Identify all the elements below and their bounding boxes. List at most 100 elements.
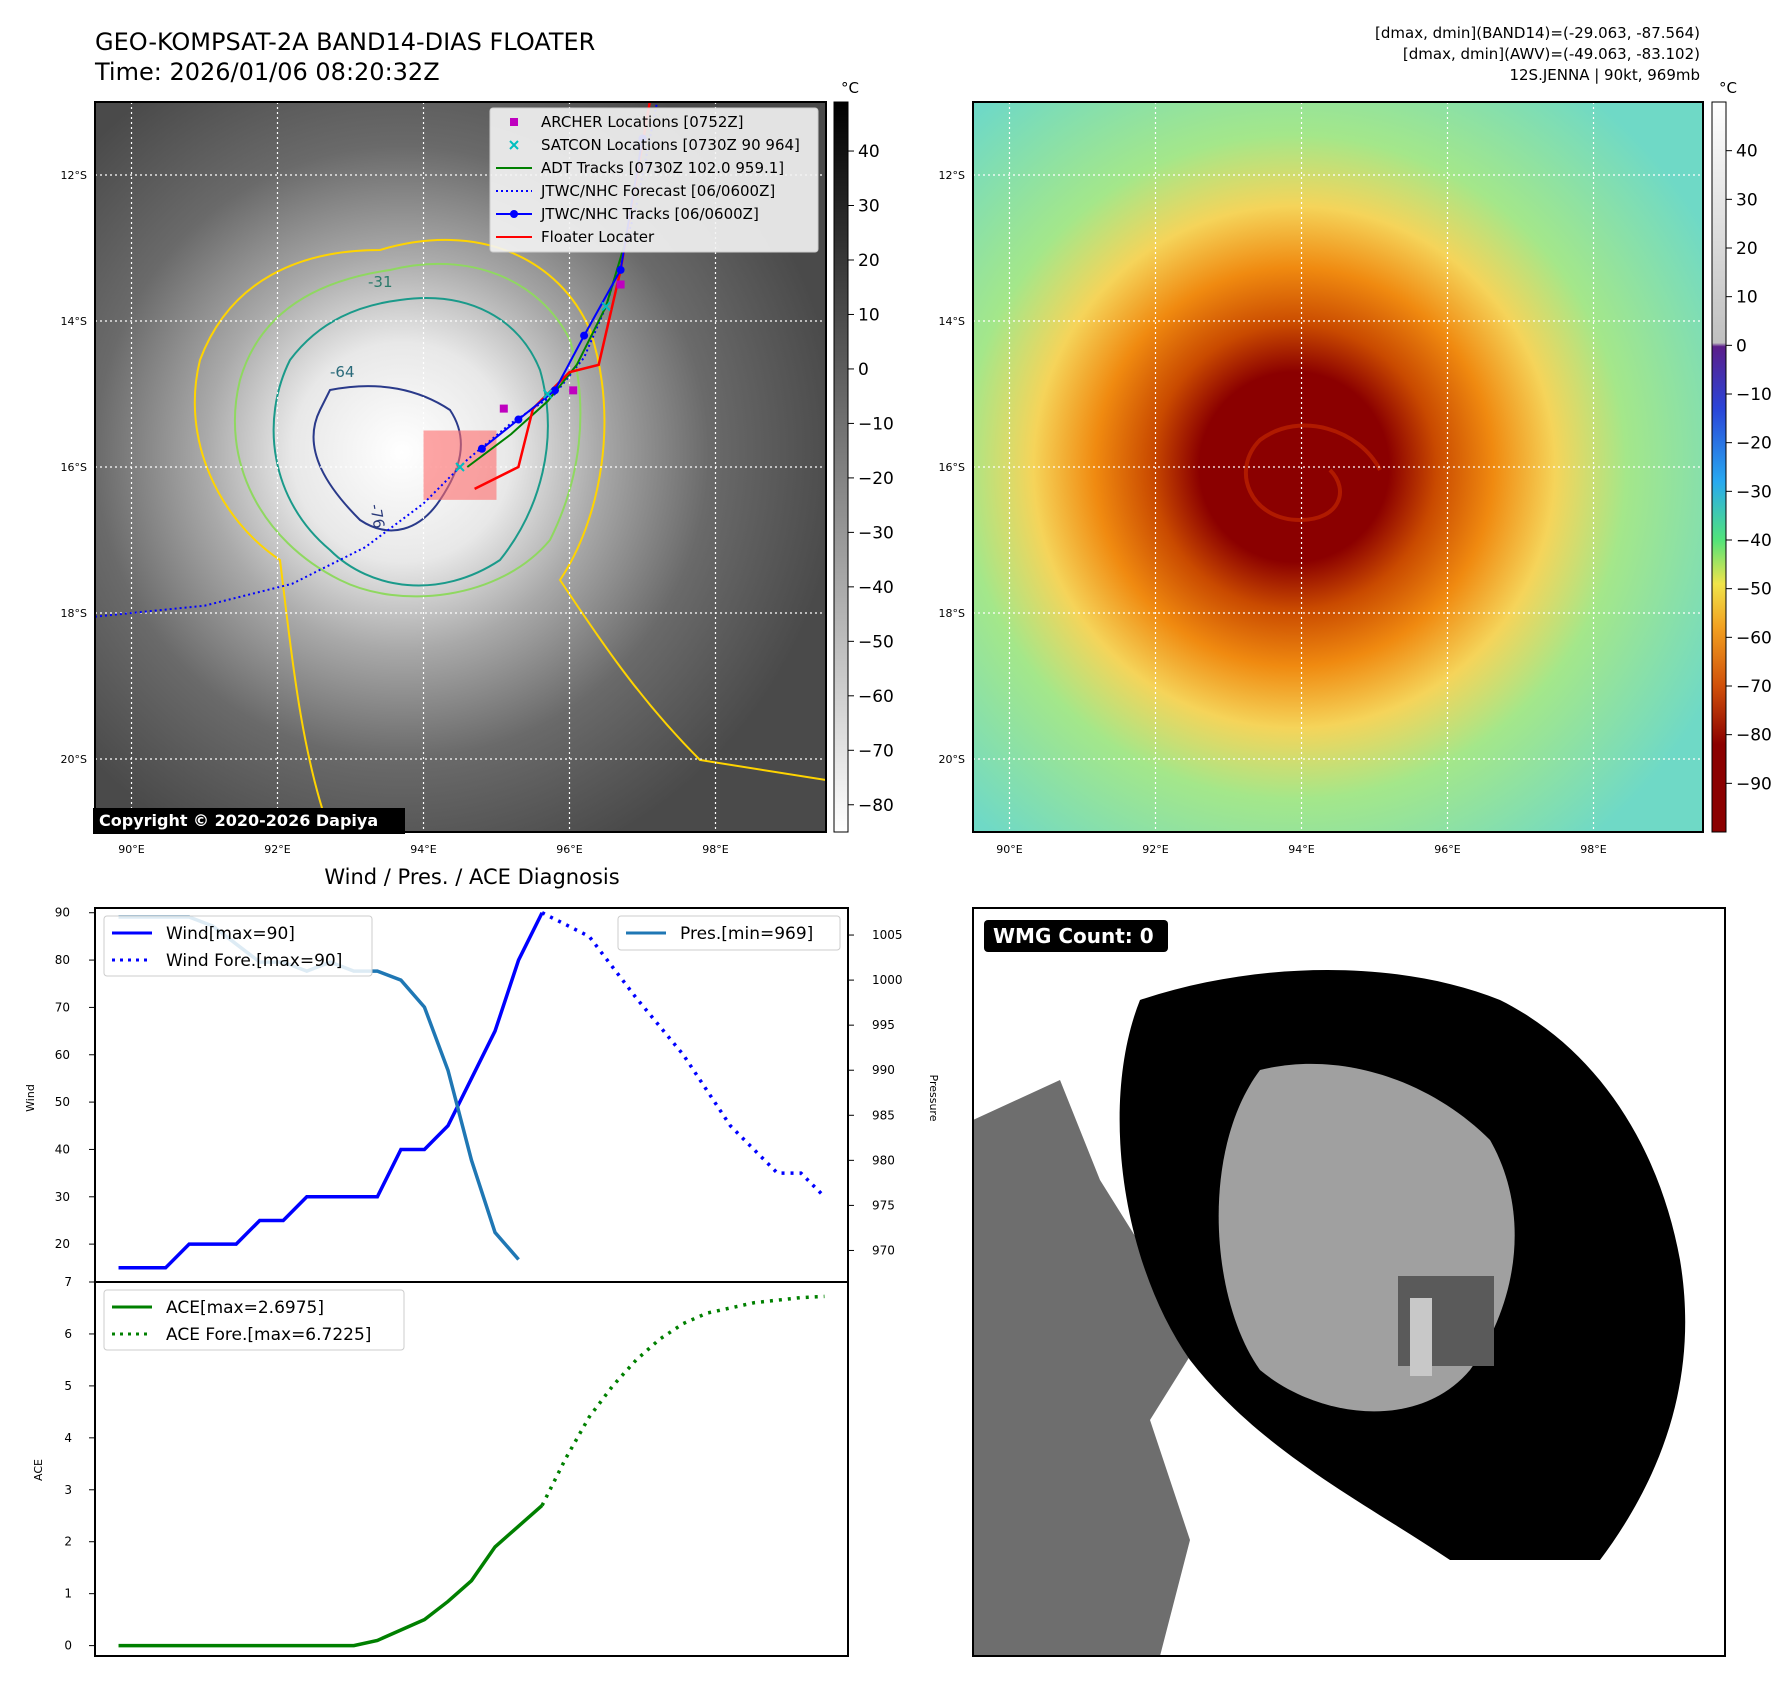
legend-label: JTWC/NHC Tracks [06/0600Z] (540, 205, 759, 223)
lon-tick-label: 94°E (1288, 843, 1314, 856)
lat-tick-label: 18°S (61, 607, 87, 620)
colorbar-tick-label: 30 (1736, 190, 1758, 210)
legend-box (489, 107, 819, 253)
colorbar-tick-label: 0 (858, 360, 869, 380)
line-dot-icon (510, 210, 518, 218)
wmg-panel: WMG Count: 0 (972, 907, 1788, 1658)
lon-tick-label: 90°E (118, 843, 144, 856)
legend-label: ARCHER Locations [0752Z] (541, 113, 744, 131)
lon-tick-label: 92°E (1142, 843, 1168, 856)
colorbar-tick-label: −50 (1736, 580, 1772, 600)
lon-tick-label: 98°E (702, 843, 728, 856)
legend-label: ADT Tracks [0730Z 102.0 959.1] (541, 159, 784, 177)
lon-tick-label: 90°E (996, 843, 1022, 856)
colorbar-tick-label: 10 (858, 305, 880, 325)
pressure-tick-label: 980 (872, 1153, 895, 1167)
ace-tick-label: 5 (64, 1379, 72, 1393)
pressure-legend-label: Pres.[min=969] (680, 924, 813, 944)
wind-forecast-line (541, 911, 826, 1199)
pressure-tick-label: 985 (872, 1108, 895, 1122)
jtwc-track-point (477, 444, 486, 453)
color-lon-labels: 90°E 92°E 94°E 96°E 98°E (996, 843, 1606, 856)
ace-tick-label: 7 (64, 1275, 72, 1289)
time-label: Time: 2026/01/06 08:20:32Z (94, 58, 440, 86)
jtwc-track-point (580, 331, 589, 340)
lon-tick-label: 94°E (410, 843, 436, 856)
contour-inner (312, 385, 462, 532)
lat-tick-label: 20°S (939, 753, 965, 766)
jtwc-track-point (550, 386, 559, 395)
wmg-eye (1410, 1298, 1432, 1376)
colorbar-tick-label: −70 (858, 741, 894, 761)
pressure-tick-label: 995 (872, 1018, 895, 1032)
colorbar-unit: °C (1719, 79, 1737, 97)
pressure-tick-label: 970 (872, 1243, 895, 1257)
lat-tick-label: 12°S (939, 169, 965, 182)
color-map-panel: 12°S 14°S 16°S 18°S 20°S 90°E 92°E 94°E 96°E 98°… (939, 101, 1704, 856)
pressure-legend-box (617, 915, 841, 951)
ir-map-panel: -31 -64 -76 12°S 14°S 16°S 18°S 20°S 90°E 92°… (61, 101, 827, 856)
ace-tick-label: 3 (64, 1483, 72, 1497)
ace-legend: ACE[max=2.6975] ACE Fore.[max=6.7225] (103, 1289, 405, 1351)
colorbar-tick-label: −20 (858, 469, 894, 489)
x-marker-icon (509, 140, 519, 150)
colorbar-unit: °C (841, 79, 859, 97)
pressure-tick-label: 990 (872, 1063, 895, 1077)
band14-stats: [dmax, dmin](BAND14)=(-29.063, -87.564) (1375, 24, 1700, 42)
colorbar-tick-label: −60 (858, 687, 894, 707)
satcon-marker (455, 462, 465, 472)
lat-tick-label: 12°S (61, 169, 87, 182)
colorbar-tick-label: −40 (1736, 531, 1772, 551)
wind-legend-box (103, 915, 373, 977)
satcon-marker (542, 389, 553, 399)
ace-tick-label: 2 (64, 1535, 72, 1549)
colorbar-tick-label: −50 (858, 632, 894, 652)
diagnosis-title: Wind / Pres. / ACE Diagnosis (324, 865, 619, 889)
colorbar-tick-label: −80 (858, 796, 894, 816)
lat-tick-label: 16°S (61, 461, 87, 474)
lat-tick-label: 18°S (939, 607, 965, 620)
ir-lat-labels: 12°S 14°S 16°S 18°S 20°S (61, 169, 87, 766)
colorbar-tick-label: −90 (1736, 774, 1772, 794)
ir-lon-labels: 90°E 92°E 94°E 96°E 98°E (118, 843, 728, 856)
square-marker-icon (510, 118, 518, 126)
colorbar-tick-label: −60 (1736, 628, 1772, 648)
colorbar-tick-label: −30 (858, 523, 894, 543)
wind-tick-label: 40 (55, 1142, 70, 1156)
wmg-count-badge (984, 920, 1168, 952)
ir-map-frame (94, 101, 827, 833)
ace-tick-label: 6 (64, 1327, 72, 1341)
storm-info: 12S.JENNA | 90kt, 969mb (1509, 66, 1700, 84)
colorbar-tick-label: 40 (1736, 142, 1758, 162)
wind-tick-label: 50 (55, 1095, 70, 1109)
colorbar-tick-label: −80 (1736, 726, 1772, 746)
wind-legend: Wind[max=90] Wind Fore.[max=90] (103, 915, 373, 977)
lat-tick-label: 20°S (61, 753, 87, 766)
color-colorbar: °C 40 30 20 10 0 −10 −20 −30 −40 −50 −60 −70 −80 −90 (1711, 79, 1772, 833)
wmg-count-label: WMG Count: 0 (993, 924, 1154, 948)
wind-line (118, 911, 544, 1270)
ace-forecast-line (540, 1294, 825, 1507)
colorbar-tick-label: −10 (858, 414, 894, 434)
jtwc-track-point (616, 265, 625, 274)
wind-tick-label: 70 (55, 1000, 70, 1014)
pressure-legend: Pres.[min=969] (617, 915, 841, 951)
colorbar-tick-label: 40 (858, 142, 880, 162)
copyright-box (93, 808, 405, 834)
colorbar-tick-label: 30 (858, 197, 880, 217)
contour-outer (193, 238, 826, 832)
lat-tick-label: 14°S (939, 315, 965, 328)
colorbar-tick-label: 20 (858, 251, 880, 271)
ir-map-legend: ARCHER Locations [0752Z] SATCON Locations… (489, 107, 819, 253)
contour-label: -64 (330, 363, 355, 381)
legend-label: JTWC/NHC Forecast [06/0600Z] (540, 182, 775, 200)
color-lat-labels: 12°S 14°S 16°S 18°S 20°S (939, 169, 965, 766)
ace-chart: ACE 7 6 5 4 3 2 1 0 ACE[max=2.6975] ACE Fore.[m… (32, 1275, 849, 1657)
jtwc-track-point (514, 415, 523, 424)
floater-box (423, 430, 497, 500)
colorbar-tick-label: 20 (1736, 239, 1758, 259)
color-map-gridlines (973, 102, 1703, 832)
contour-green (233, 262, 582, 598)
lon-tick-label: 96°E (556, 843, 582, 856)
wind-tick-label: 30 (55, 1190, 70, 1204)
